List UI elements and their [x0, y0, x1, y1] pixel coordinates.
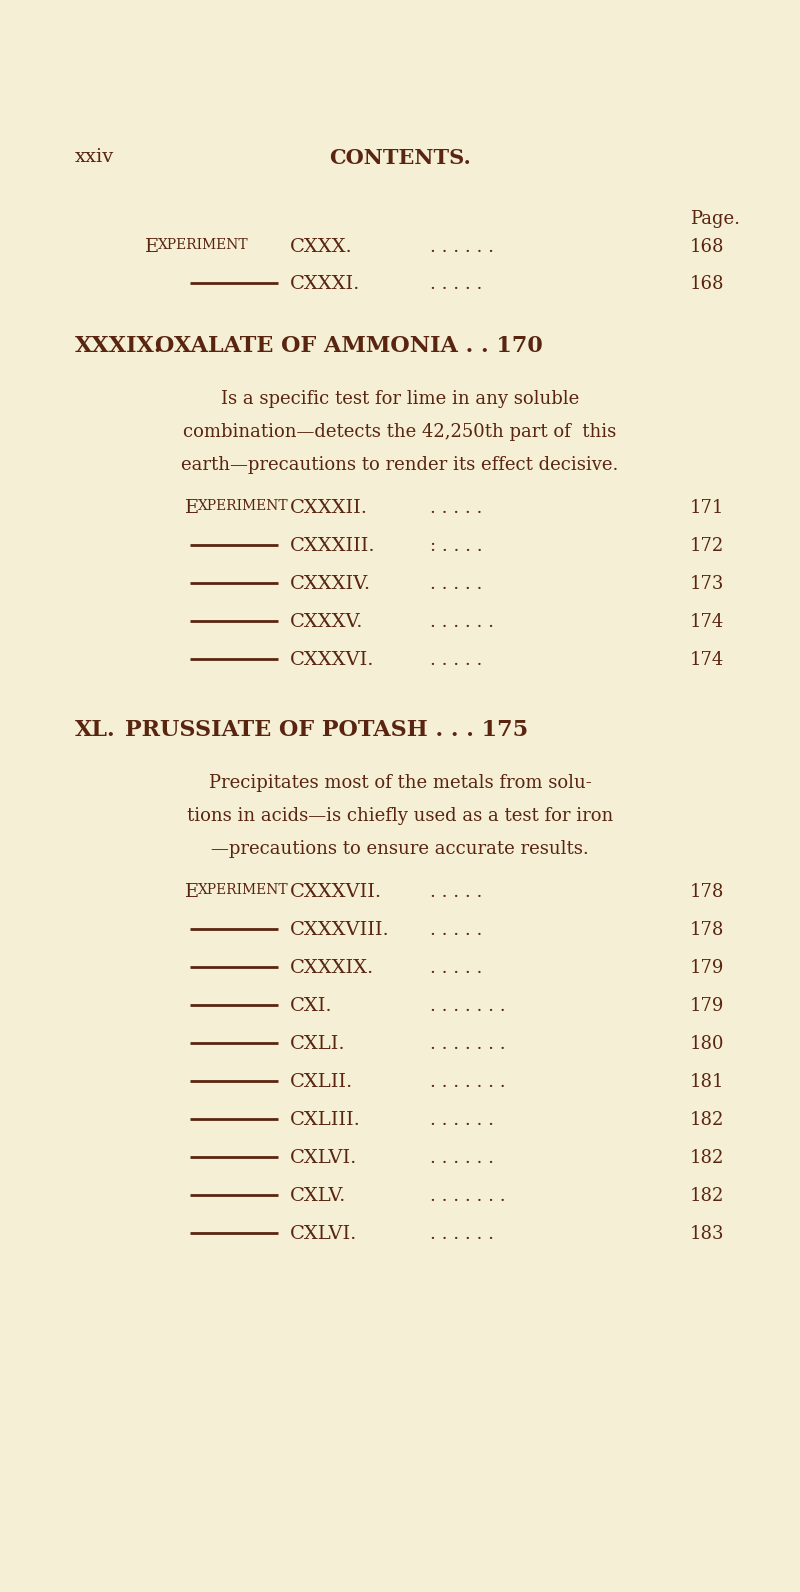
Text: E: E — [185, 884, 199, 901]
Text: CXXXVI.: CXXXVI. — [290, 651, 374, 669]
Text: . . . . . . .: . . . . . . . — [430, 997, 506, 1016]
Text: 182: 182 — [690, 1188, 724, 1205]
Text: Page.: Page. — [690, 210, 740, 228]
Text: 182: 182 — [690, 1111, 724, 1129]
Text: CXLII.: CXLII. — [290, 1073, 354, 1091]
Text: . . . . . . .: . . . . . . . — [430, 1035, 506, 1052]
Text: Is a specific test for lime in any soluble: Is a specific test for lime in any solub… — [221, 390, 579, 408]
Text: 173: 173 — [690, 575, 724, 592]
Text: CXLI.: CXLI. — [290, 1035, 346, 1052]
Text: earth—precautions to render its effect decisive.: earth—precautions to render its effect d… — [182, 455, 618, 474]
Text: 174: 174 — [690, 651, 724, 669]
Text: 181: 181 — [690, 1073, 725, 1091]
Text: XL.: XL. — [75, 720, 116, 740]
Text: PRUSSIATE OF POTASH . . . 175: PRUSSIATE OF POTASH . . . 175 — [125, 720, 528, 740]
Text: 178: 178 — [690, 884, 724, 901]
Text: CXXX.: CXXX. — [290, 237, 353, 256]
Text: . . . . .: . . . . . — [430, 922, 482, 939]
Text: . . . . . .: . . . . . . — [430, 613, 494, 630]
Text: CXLIII.: CXLIII. — [290, 1111, 361, 1129]
Text: XPERIMENT: XPERIMENT — [198, 498, 289, 513]
Text: CXXXIX.: CXXXIX. — [290, 958, 374, 977]
Text: tions in acids—is chiefly used as a test for iron: tions in acids—is chiefly used as a test… — [187, 807, 613, 825]
Text: XPERIMENT: XPERIMENT — [158, 237, 249, 252]
Text: . . . . .: . . . . . — [430, 575, 482, 592]
Text: . . . . .: . . . . . — [430, 651, 482, 669]
Text: . . . . . . .: . . . . . . . — [430, 1073, 506, 1091]
Text: . . . . .: . . . . . — [430, 498, 482, 517]
Text: 178: 178 — [690, 922, 724, 939]
Text: XXXIX.: XXXIX. — [75, 334, 162, 357]
Text: —precautions to ensure accurate results.: —precautions to ensure accurate results. — [211, 841, 589, 858]
Text: CXXXII.: CXXXII. — [290, 498, 368, 517]
Text: Precipitates most of the metals from solu-: Precipitates most of the metals from sol… — [209, 774, 591, 791]
Text: 168: 168 — [690, 275, 725, 293]
Text: CXLVI.: CXLVI. — [290, 1149, 358, 1167]
Text: 183: 183 — [690, 1224, 725, 1243]
Text: CXLVI.: CXLVI. — [290, 1224, 358, 1243]
Text: . . . . . .: . . . . . . — [430, 237, 494, 256]
Text: : . . . .: : . . . . — [430, 537, 482, 556]
Text: 174: 174 — [690, 613, 724, 630]
Text: 180: 180 — [690, 1035, 725, 1052]
Text: E: E — [185, 498, 199, 517]
Text: 179: 179 — [690, 997, 724, 1016]
Text: CXLV.: CXLV. — [290, 1188, 346, 1205]
Text: 172: 172 — [690, 537, 724, 556]
Text: CXXXI.: CXXXI. — [290, 275, 360, 293]
Text: combination—detects the 42,250th part of  this: combination—detects the 42,250th part of… — [183, 423, 617, 441]
Text: CXXXIV.: CXXXIV. — [290, 575, 371, 592]
Text: . . . . . .: . . . . . . — [430, 1149, 494, 1167]
Text: XPERIMENT: XPERIMENT — [198, 884, 289, 896]
Text: 168: 168 — [690, 237, 725, 256]
Text: . . . . .: . . . . . — [430, 958, 482, 977]
Text: CXXXV.: CXXXV. — [290, 613, 363, 630]
Text: E: E — [145, 237, 159, 256]
Text: xxiv: xxiv — [75, 148, 114, 166]
Text: 179: 179 — [690, 958, 724, 977]
Text: CXXXVIII.: CXXXVIII. — [290, 922, 390, 939]
Text: OXALATE OF AMMONIA . . 170: OXALATE OF AMMONIA . . 170 — [155, 334, 542, 357]
Text: . . . . . .: . . . . . . — [430, 1111, 494, 1129]
Text: . . . . . . .: . . . . . . . — [430, 1188, 506, 1205]
Text: . . . . .: . . . . . — [430, 275, 482, 293]
Text: CXI.: CXI. — [290, 997, 333, 1016]
Text: . . . . .: . . . . . — [430, 884, 482, 901]
Text: CONTENTS.: CONTENTS. — [329, 148, 471, 169]
Text: 182: 182 — [690, 1149, 724, 1167]
Text: CXXXIII.: CXXXIII. — [290, 537, 376, 556]
Text: CXXXVII.: CXXXVII. — [290, 884, 382, 901]
Text: . . . . . .: . . . . . . — [430, 1224, 494, 1243]
Text: 171: 171 — [690, 498, 724, 517]
